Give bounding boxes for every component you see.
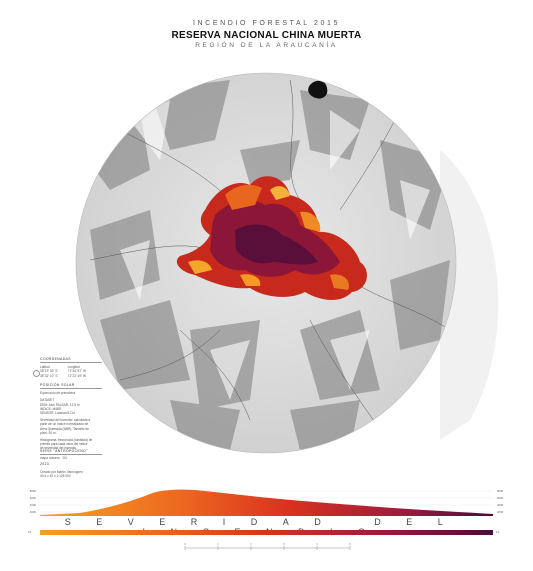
note2-line-2: píxeles para cada valor del índice [40, 442, 88, 447]
year: 2023 [40, 462, 50, 467]
north-arrow-icon [33, 370, 40, 377]
scale-tick: 4 [316, 542, 318, 546]
dataset-line-1: DEM: Alos PALSAR, 12.5 m [40, 402, 80, 407]
series-block: SERIE "ANTROPOCENO" mapa número 01 2023 … [40, 449, 120, 478]
series-number: 01 [62, 455, 68, 461]
lat-label: Latitud [40, 365, 50, 370]
map-shadow [440, 150, 499, 440]
scale-tick: 2 [250, 542, 252, 546]
map-subtitle-top: INCENDIO FORESTAL 2015 [192, 20, 341, 27]
divider [40, 362, 102, 364]
series-sub: mapa número [40, 456, 60, 461]
coordinates-block: COORDENADAS Latitud 38°19' 52" S 38°32' … [40, 357, 120, 378]
credit-label: Creado por [40, 469, 56, 474]
dataset-line-3: SENSOR: Landsat 8 OLI [40, 411, 76, 416]
scale-tick: 0 [184, 542, 186, 546]
note-line-2: partir de un índice normalizado de [40, 422, 89, 427]
y-tick: 6000 [30, 496, 37, 500]
note-line-1: Severidad del incendio: calculada a [40, 418, 91, 423]
solar-text: Equinoccio de primavera [40, 391, 76, 396]
lon-label: Longitud [67, 365, 80, 370]
y-tick-right: 6000 [497, 496, 504, 500]
lat-2: 38°32' 10" S [40, 373, 58, 378]
note2-line-3: de severidad del incendio. [40, 446, 78, 451]
burn-scar [176, 176, 367, 300]
dataset-text: DATASET [40, 398, 55, 403]
credit-name: Martín Vannoppen [56, 469, 83, 474]
scale-bar: 0 1 2 3 4 5 [184, 542, 351, 550]
y-tick: 2000 [30, 510, 37, 514]
gradient-max: 1.1 [496, 531, 500, 534]
divider [40, 454, 102, 456]
map-frame [75, 72, 457, 454]
y-tick: 4000 [30, 503, 37, 507]
note-line-3: Área Quemada (NBR), Tamaño de [40, 426, 89, 431]
solar-block: POSICIÓN SOLAR Equinoccio de primavera D… [40, 383, 120, 451]
y-tick-right: 4000 [497, 503, 504, 507]
lon-2: 71°23' 49" W [67, 373, 86, 378]
note-line-4: píxel: 30 m. [40, 430, 57, 435]
scale-tick: 3 [283, 542, 285, 546]
coords-heading: COORDENADAS [40, 357, 71, 361]
note2-line-1: Histograma: frecuencia (cantidad) de [40, 438, 93, 443]
lake [308, 80, 328, 99]
lon-1: 71°34' 51" W [67, 369, 86, 374]
y-tick: 8000 [30, 489, 37, 493]
severity-gradient-bar [40, 530, 493, 535]
gradient-min: 0.1 [28, 531, 32, 534]
map-title: RESERVA NACIONAL CHINA MUERTA [171, 30, 362, 41]
histogram-area [40, 489, 493, 516]
credit-meta: 40.4 x 40 x 1:125.000 [40, 473, 71, 478]
series-label: SERIE "ANTROPOCENO" [40, 449, 88, 453]
map-region: REGIÓN DE LA ARAUCANÍA [195, 42, 338, 49]
y-tick-right: 2000 [497, 510, 504, 514]
solar-heading: POSICIÓN SOLAR [40, 383, 75, 387]
severity-histogram: 8000 6000 4000 2000 8000 6000 4000 2000 [30, 489, 504, 516]
y-tick-right: 8000 [497, 489, 504, 493]
dataset-line-2: INDICE: dNBR [40, 406, 62, 411]
lat-1: 38°19' 52" S [40, 369, 58, 374]
divider [40, 388, 102, 390]
scale-tick: 5 [349, 542, 351, 546]
scale-tick: 1 [217, 542, 219, 546]
